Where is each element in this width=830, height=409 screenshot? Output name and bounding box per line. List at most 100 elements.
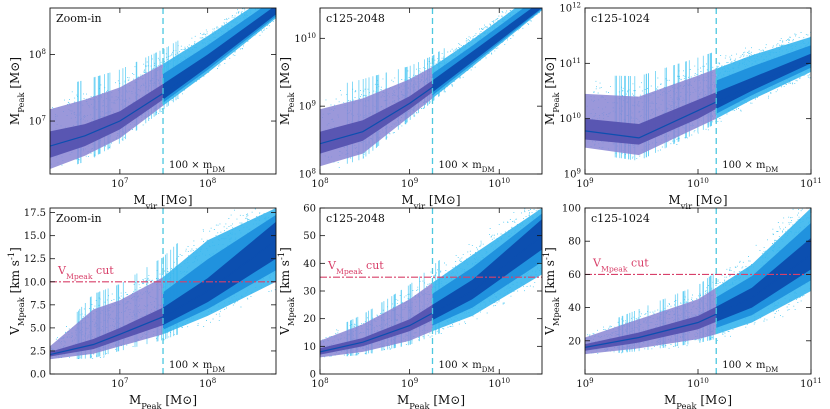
panel-title: Zoom-in <box>56 12 102 25</box>
y-axis-label: MPeak [M⊙] <box>8 57 26 125</box>
y-tick-label: 40 <box>568 303 581 314</box>
y-tick-label: 108 <box>299 168 316 181</box>
x-tick-label: 1010 <box>687 177 709 190</box>
x-tick-label: 1010 <box>687 377 709 390</box>
y-tick-label: 1010 <box>294 32 316 45</box>
x-tick-label: 1011 <box>800 377 822 390</box>
resolution-label: 100 × mDM <box>722 160 778 174</box>
y-axis-label: MPeak [M⊙] <box>278 57 296 125</box>
x-axis-label: MPeak [M⊙] <box>129 393 197 409</box>
median-line <box>50 11 276 147</box>
x-axis-label: MPeak [M⊙] <box>664 393 732 409</box>
y-tick-label: 108 <box>29 48 46 61</box>
band-inner-resolved <box>716 237 811 322</box>
plot-area <box>585 8 811 174</box>
y-tick-label: 0 <box>310 370 316 381</box>
y-tick-label: 100 <box>562 204 581 215</box>
band-inner-unresolved <box>320 304 433 355</box>
y-tick-label: 30 <box>303 287 316 298</box>
y-tick-label: 60 <box>568 270 581 281</box>
x-tick-label: 109 <box>576 377 593 390</box>
y-tick-label: 60 <box>303 204 316 215</box>
y-tick-label: 80 <box>568 237 581 248</box>
x-axis-label: MPeak [M⊙] <box>397 393 465 409</box>
x-tick-label: 109 <box>576 177 593 190</box>
axes-frame <box>319 7 543 175</box>
resolution-label: 100 × mDM <box>169 360 225 374</box>
y-tick-label: 10 <box>303 342 316 353</box>
median-line <box>320 8 539 145</box>
band-unresolved <box>320 282 433 358</box>
panel-bottom-middle: 100 × mDM VMpeak cut 108 109 1010 0 10 20 30 40 50… <box>276 204 543 409</box>
panel-title: c125-1024 <box>591 212 650 225</box>
resolution-label: 100 × mDM <box>722 360 778 374</box>
panel-title: Zoom-in <box>56 212 102 225</box>
panel-bottom-left: 100 × mDM VMpeak cut 107 108 0.0 2.5 5.0 7.5 10.… <box>6 207 277 409</box>
panel-title: c125-1024 <box>591 12 650 25</box>
band-unresolved <box>50 63 164 169</box>
x-tick-label: 107 <box>111 377 128 390</box>
band-unresolved <box>585 287 717 355</box>
resolution-label: 100 × mDM <box>169 160 225 174</box>
band-inner-resolved <box>716 53 811 109</box>
x-tick-label: 108 <box>311 377 328 390</box>
x-tick-label: 109 <box>401 177 418 190</box>
y-tick-label: 15.0 <box>24 231 46 242</box>
y-tick-label: 1010 <box>559 112 581 125</box>
y-axis-label: VMpeak [km s-1] <box>541 247 561 336</box>
y-tick-label: 17.5 <box>24 208 46 219</box>
plot-area <box>50 208 276 374</box>
x-tick-label: 108 <box>311 177 328 190</box>
y-tick-label: 10.0 <box>24 277 46 288</box>
y-axis-label: VMpeak [km s-1] <box>276 247 296 336</box>
y-tick-label: 109 <box>564 168 581 181</box>
median-line <box>320 235 542 353</box>
panel-title: c125-2048 <box>326 212 385 225</box>
band-mid-resolved <box>432 8 542 96</box>
x-axis-label: Mvir [M⊙] <box>401 193 460 211</box>
x-tick-label: 1010 <box>488 377 510 390</box>
band-unresolved <box>50 277 164 360</box>
axes-frame <box>49 207 277 375</box>
x-tick-label: 108 <box>199 377 216 390</box>
plot-area <box>585 208 811 374</box>
band-unresolved <box>585 68 717 156</box>
median-line <box>50 239 276 356</box>
panel-top-right: 100 × mDM 109 1010 1011 109 1010 1011 1012 c125-… <box>543 2 822 212</box>
y-tick-label: 7.5 <box>30 300 46 311</box>
x-tick-label: 107 <box>111 177 128 190</box>
y-tick-label: 50 <box>303 231 316 242</box>
band-inner-unresolved <box>585 92 717 145</box>
y-tick-label: 107 <box>29 115 46 128</box>
plot-area <box>320 208 542 374</box>
panel-title: c125-2048 <box>326 12 385 25</box>
y-tick-label: 0.0 <box>30 370 46 381</box>
x-axis-label: Mvir [M⊙] <box>668 193 727 211</box>
vmpeak-cut-label: VMpeak cut <box>327 259 384 276</box>
y-tick-label: 40 <box>303 259 316 270</box>
x-tick-label: 108 <box>199 177 216 190</box>
panel-top-left: 100 × mDM 107 108 107 108 Zoom-in Mvir [M⊙] MPe… <box>8 7 277 211</box>
y-tick-label: 20 <box>303 314 316 325</box>
axes-frame <box>49 7 277 175</box>
resolution-label: 100 × mDM <box>438 360 494 374</box>
band-inner-unresolved <box>50 83 164 158</box>
y-tick-label: 2.5 <box>30 346 46 357</box>
vmpeak-cut-label: VMpeak cut <box>592 256 649 273</box>
y-tick-label: 20 <box>568 336 581 347</box>
band-inner-unresolved <box>585 306 717 351</box>
y-axis-label: VMpeak [km s-1] <box>6 247 26 336</box>
y-tick-label: 1011 <box>559 57 581 70</box>
resolution-label: 100 × mDM <box>438 160 494 174</box>
y-tick-label: 1012 <box>559 2 581 15</box>
y-tick-label: 5.0 <box>30 323 46 334</box>
y-tick-label: 12.5 <box>24 254 46 265</box>
x-tick-label: 1010 <box>488 177 510 190</box>
x-tick-label: 109 <box>401 377 418 390</box>
band-inner-resolved <box>163 221 276 326</box>
x-axis-label: Mvir [M⊙] <box>133 193 192 211</box>
panel-bottom-right: 100 × mDM VMpeak cut 109 1010 1011 20 40 60 80 10… <box>541 204 822 409</box>
band-resolved <box>432 8 542 99</box>
x-tick-label: 1011 <box>800 177 822 190</box>
